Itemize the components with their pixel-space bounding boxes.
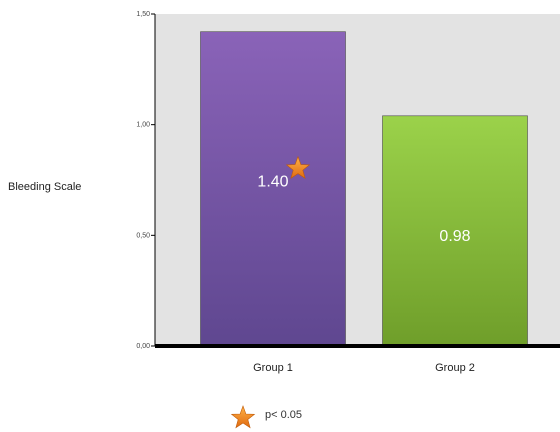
y-tick-label: 0,00 bbox=[136, 343, 150, 350]
legend: p< 0.05 bbox=[230, 405, 302, 429]
star-icon bbox=[230, 405, 256, 429]
y-tick-label: 1,50 bbox=[136, 11, 150, 18]
bar-value-label: 1.40 bbox=[257, 174, 288, 191]
bar-value-label: 0.98 bbox=[439, 228, 470, 245]
x-category-label: Group 1 bbox=[253, 362, 293, 374]
y-ticks-group: 0,00 0,50 1,00 1,50 bbox=[136, 11, 155, 350]
y-tick-label: 0,50 bbox=[136, 232, 150, 239]
y-axis-title: Bleeding Scale bbox=[8, 181, 81, 193]
bar-group-2 bbox=[382, 115, 528, 347]
data-labels-group: 1.40 0.98 bbox=[257, 155, 471, 245]
star-icon bbox=[285, 155, 311, 179]
x-category-label: Group 2 bbox=[435, 362, 475, 374]
y-tick-label: 1,00 bbox=[136, 122, 150, 129]
legend-label: p< 0.05 bbox=[265, 409, 302, 421]
x-labels-group: Group 1 Group 2 bbox=[253, 362, 475, 374]
bar-group-1 bbox=[200, 31, 346, 347]
bars-group bbox=[200, 31, 528, 347]
